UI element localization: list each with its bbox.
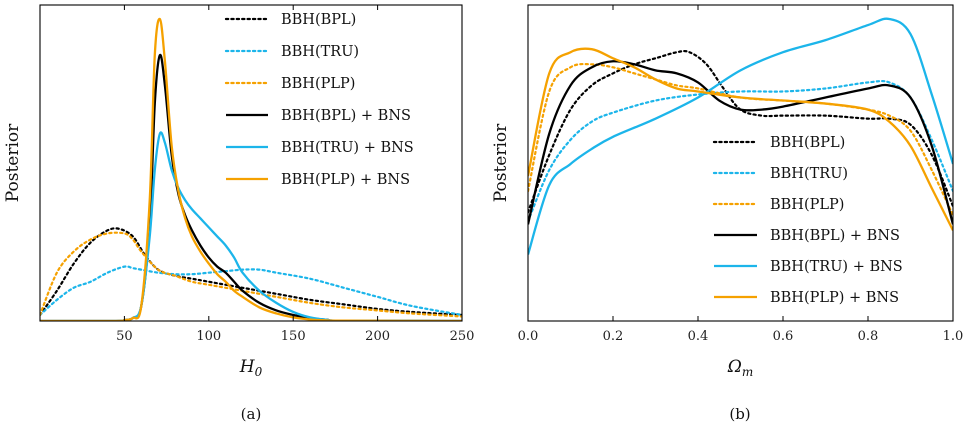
legend-label-6: BBH(PLP) + BNS (770, 290, 899, 306)
legend-label-6: BBH(PLP) + BNS (281, 172, 410, 188)
panel-caption: (a) (241, 405, 262, 423)
series-line-2 (40, 265, 462, 317)
legend-label-5: BBH(TRU) + BNS (281, 140, 414, 156)
series-line-6 (528, 47, 953, 231)
plot-frame (39, 4, 463, 322)
series-line-4 (528, 60, 953, 225)
legend-label-1: BBH(BPL) (281, 12, 356, 28)
series-line-5 (528, 17, 953, 255)
series-line-3 (528, 62, 953, 217)
series-line-1 (528, 49, 953, 214)
legend-label-4: BBH(BPL) + BNS (770, 228, 900, 244)
legend-label-2: BBH(TRU) (770, 166, 848, 182)
x-axis-title: H0 (239, 357, 263, 379)
chart-panel-1: 50 100 150 200 250 H0 Posterior BBH(BPL) BBH(TRU… (3, 4, 475, 423)
legend-label-5: BBH(TRU) + BNS (770, 259, 903, 275)
legend-label-2: BBH(TRU) (281, 44, 359, 60)
legend-label-1: BBH(BPL) (770, 135, 845, 151)
x-tick-label: 200 (365, 329, 390, 344)
x-tick-label: 0.2 (603, 329, 624, 344)
x-axis-title: Ωm (727, 357, 754, 379)
x-tick-label: 1.0 (943, 329, 964, 344)
legend-label-4: BBH(BPL) + BNS (281, 108, 411, 124)
y-axis-title: Posterior (491, 123, 511, 202)
legend-label-3: BBH(PLP) (770, 197, 844, 213)
series-line-2 (528, 79, 953, 223)
plot-frame (527, 4, 954, 322)
x-tick-label: 0.4 (688, 329, 709, 344)
x-tick-label: 50 (116, 329, 133, 344)
panel-caption: (b) (729, 405, 750, 423)
x-tick-label: 0.0 (518, 329, 539, 344)
x-tick-label: 0.8 (858, 329, 879, 344)
series-line-3 (40, 231, 462, 318)
x-tick-label: 0.6 (773, 329, 794, 344)
chart-panel-2: 0.0 0.2 0.4 0.6 0.8 1.0 Ωm Posterior BBH(BPL) BBH… (491, 4, 964, 423)
x-tick-label: 250 (450, 329, 475, 344)
legend-label-3: BBH(PLP) (281, 76, 355, 92)
x-tick-label: 100 (196, 329, 221, 344)
x-tick-label: 150 (281, 329, 306, 344)
y-axis-title: Posterior (3, 123, 23, 202)
